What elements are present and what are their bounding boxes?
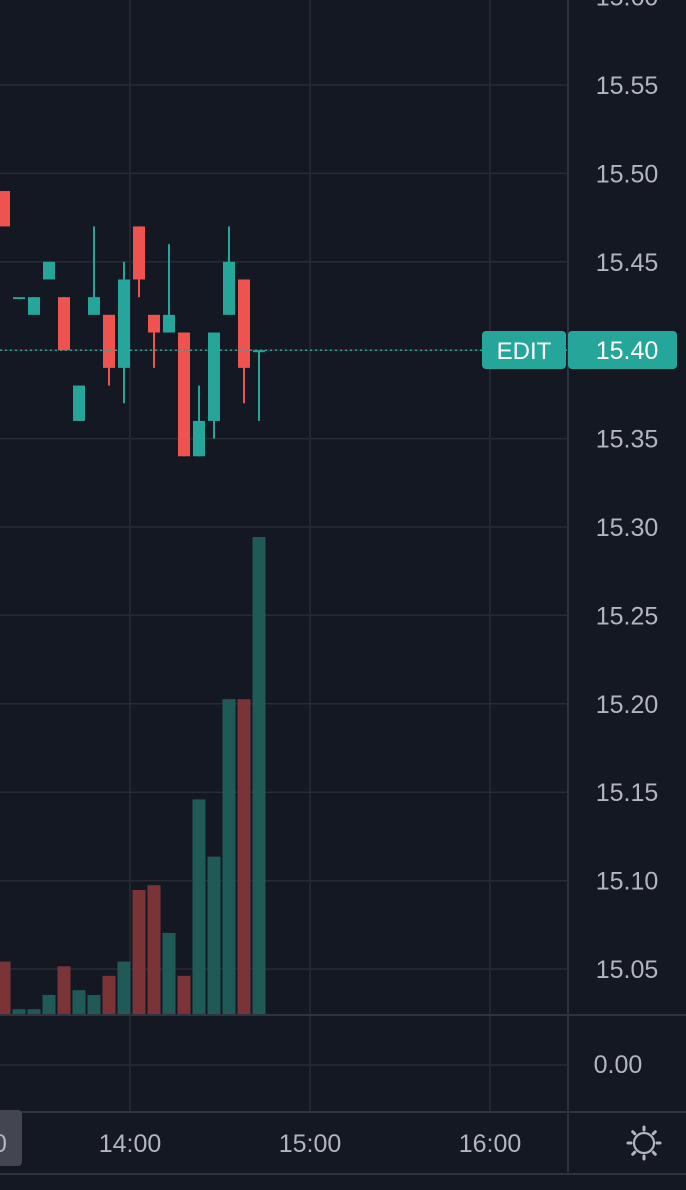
candle: [103, 314, 115, 386]
price-tick-label: 15.25: [596, 602, 659, 630]
volume-bar: [27, 1009, 41, 1014]
candle-body: [88, 297, 100, 315]
volume-bar: [192, 799, 206, 1014]
price-tick-label: 15.15: [596, 779, 659, 807]
candle: [58, 297, 70, 351]
volume-bar: [132, 889, 146, 1014]
candle-body: [253, 350, 265, 353]
candle: [223, 226, 235, 315]
volume-bar: [57, 966, 71, 1014]
candle-body: [73, 385, 85, 421]
price-tick-label: 15.20: [596, 691, 659, 719]
volume-bar: [72, 990, 86, 1014]
candle-body: [0, 191, 10, 227]
gear-icon[interactable]: [626, 1125, 662, 1161]
candle: [163, 244, 175, 333]
price-tick-label: 15.35: [596, 426, 659, 454]
candle: [133, 226, 145, 298]
candle: [253, 350, 265, 421]
candle: [13, 297, 25, 300]
volume-bar: [207, 856, 221, 1014]
volume-bar: [147, 885, 161, 1014]
last-price-label: 15.40: [596, 337, 659, 365]
volume-axis-label: 0.00: [594, 1051, 643, 1079]
candle: [88, 226, 100, 315]
candle: [118, 261, 130, 404]
volume-bar: [42, 994, 56, 1014]
candle: [0, 191, 10, 227]
price-tick-label: 15.10: [596, 868, 659, 896]
candle: [238, 279, 250, 404]
edit-button-label: EDIT: [497, 338, 552, 365]
price-axis[interactable]: 15.60 15.55 15.50 15.45 15.40 15.35 15.30 15.25…: [596, 0, 659, 984]
edit-button[interactable]: [482, 331, 566, 369]
candle: [148, 314, 160, 368]
candle-body: [13, 297, 25, 300]
volume-bar: [177, 975, 191, 1014]
candle-body: [193, 420, 205, 457]
time-cursor-tag: [0, 1110, 22, 1166]
edit-price-tag[interactable]: EDIT 15.40: [482, 331, 677, 369]
candle: [193, 385, 205, 457]
candle-body: [103, 314, 115, 368]
candle-body: [238, 279, 250, 368]
chart-grid: [0, 0, 568, 1112]
last-price-tag: [568, 331, 677, 369]
time-tick-label: 16:00: [459, 1130, 522, 1158]
volume-bar: [87, 994, 101, 1014]
price-tick-label: 15.60: [596, 0, 659, 12]
candle-body: [133, 226, 145, 280]
candle: [73, 385, 85, 421]
candle: [43, 261, 55, 280]
price-tick-label: 15.45: [596, 249, 659, 277]
price-tick-label: 15.05: [596, 956, 659, 984]
candle-body: [178, 332, 190, 457]
candle: [208, 332, 220, 439]
price-tick-label: 15.50: [596, 160, 659, 188]
candle-body: [223, 261, 235, 315]
candle-body: [163, 314, 175, 333]
volume-bar: [237, 699, 251, 1014]
volume-bar: [162, 932, 176, 1014]
volume-bar: [0, 961, 11, 1014]
price-tick-label: 15.30: [596, 514, 659, 542]
volume-bar: [117, 961, 131, 1014]
candle-body: [43, 261, 55, 280]
time-tick-label: 14:00: [99, 1130, 162, 1158]
candle-body: [58, 297, 70, 351]
time-cursor-label: 0: [0, 1130, 7, 1158]
price-tick-label: 15.55: [596, 72, 659, 100]
time-tick-label: 15:00: [279, 1130, 342, 1158]
time-axis[interactable]: 14:00 15:00 16:00: [99, 1130, 522, 1158]
volume-bar: [102, 975, 116, 1014]
candle: [178, 332, 190, 457]
candle-body: [28, 297, 40, 315]
candlesticks: [0, 191, 265, 457]
volume-bar: [252, 537, 266, 1014]
candle-body: [148, 314, 160, 333]
volume-bars: [0, 537, 266, 1014]
volume-bar: [222, 699, 236, 1014]
candle-body: [208, 332, 220, 421]
candle-body: [118, 279, 130, 368]
candle: [28, 297, 40, 315]
volume-bar: [12, 1009, 26, 1014]
